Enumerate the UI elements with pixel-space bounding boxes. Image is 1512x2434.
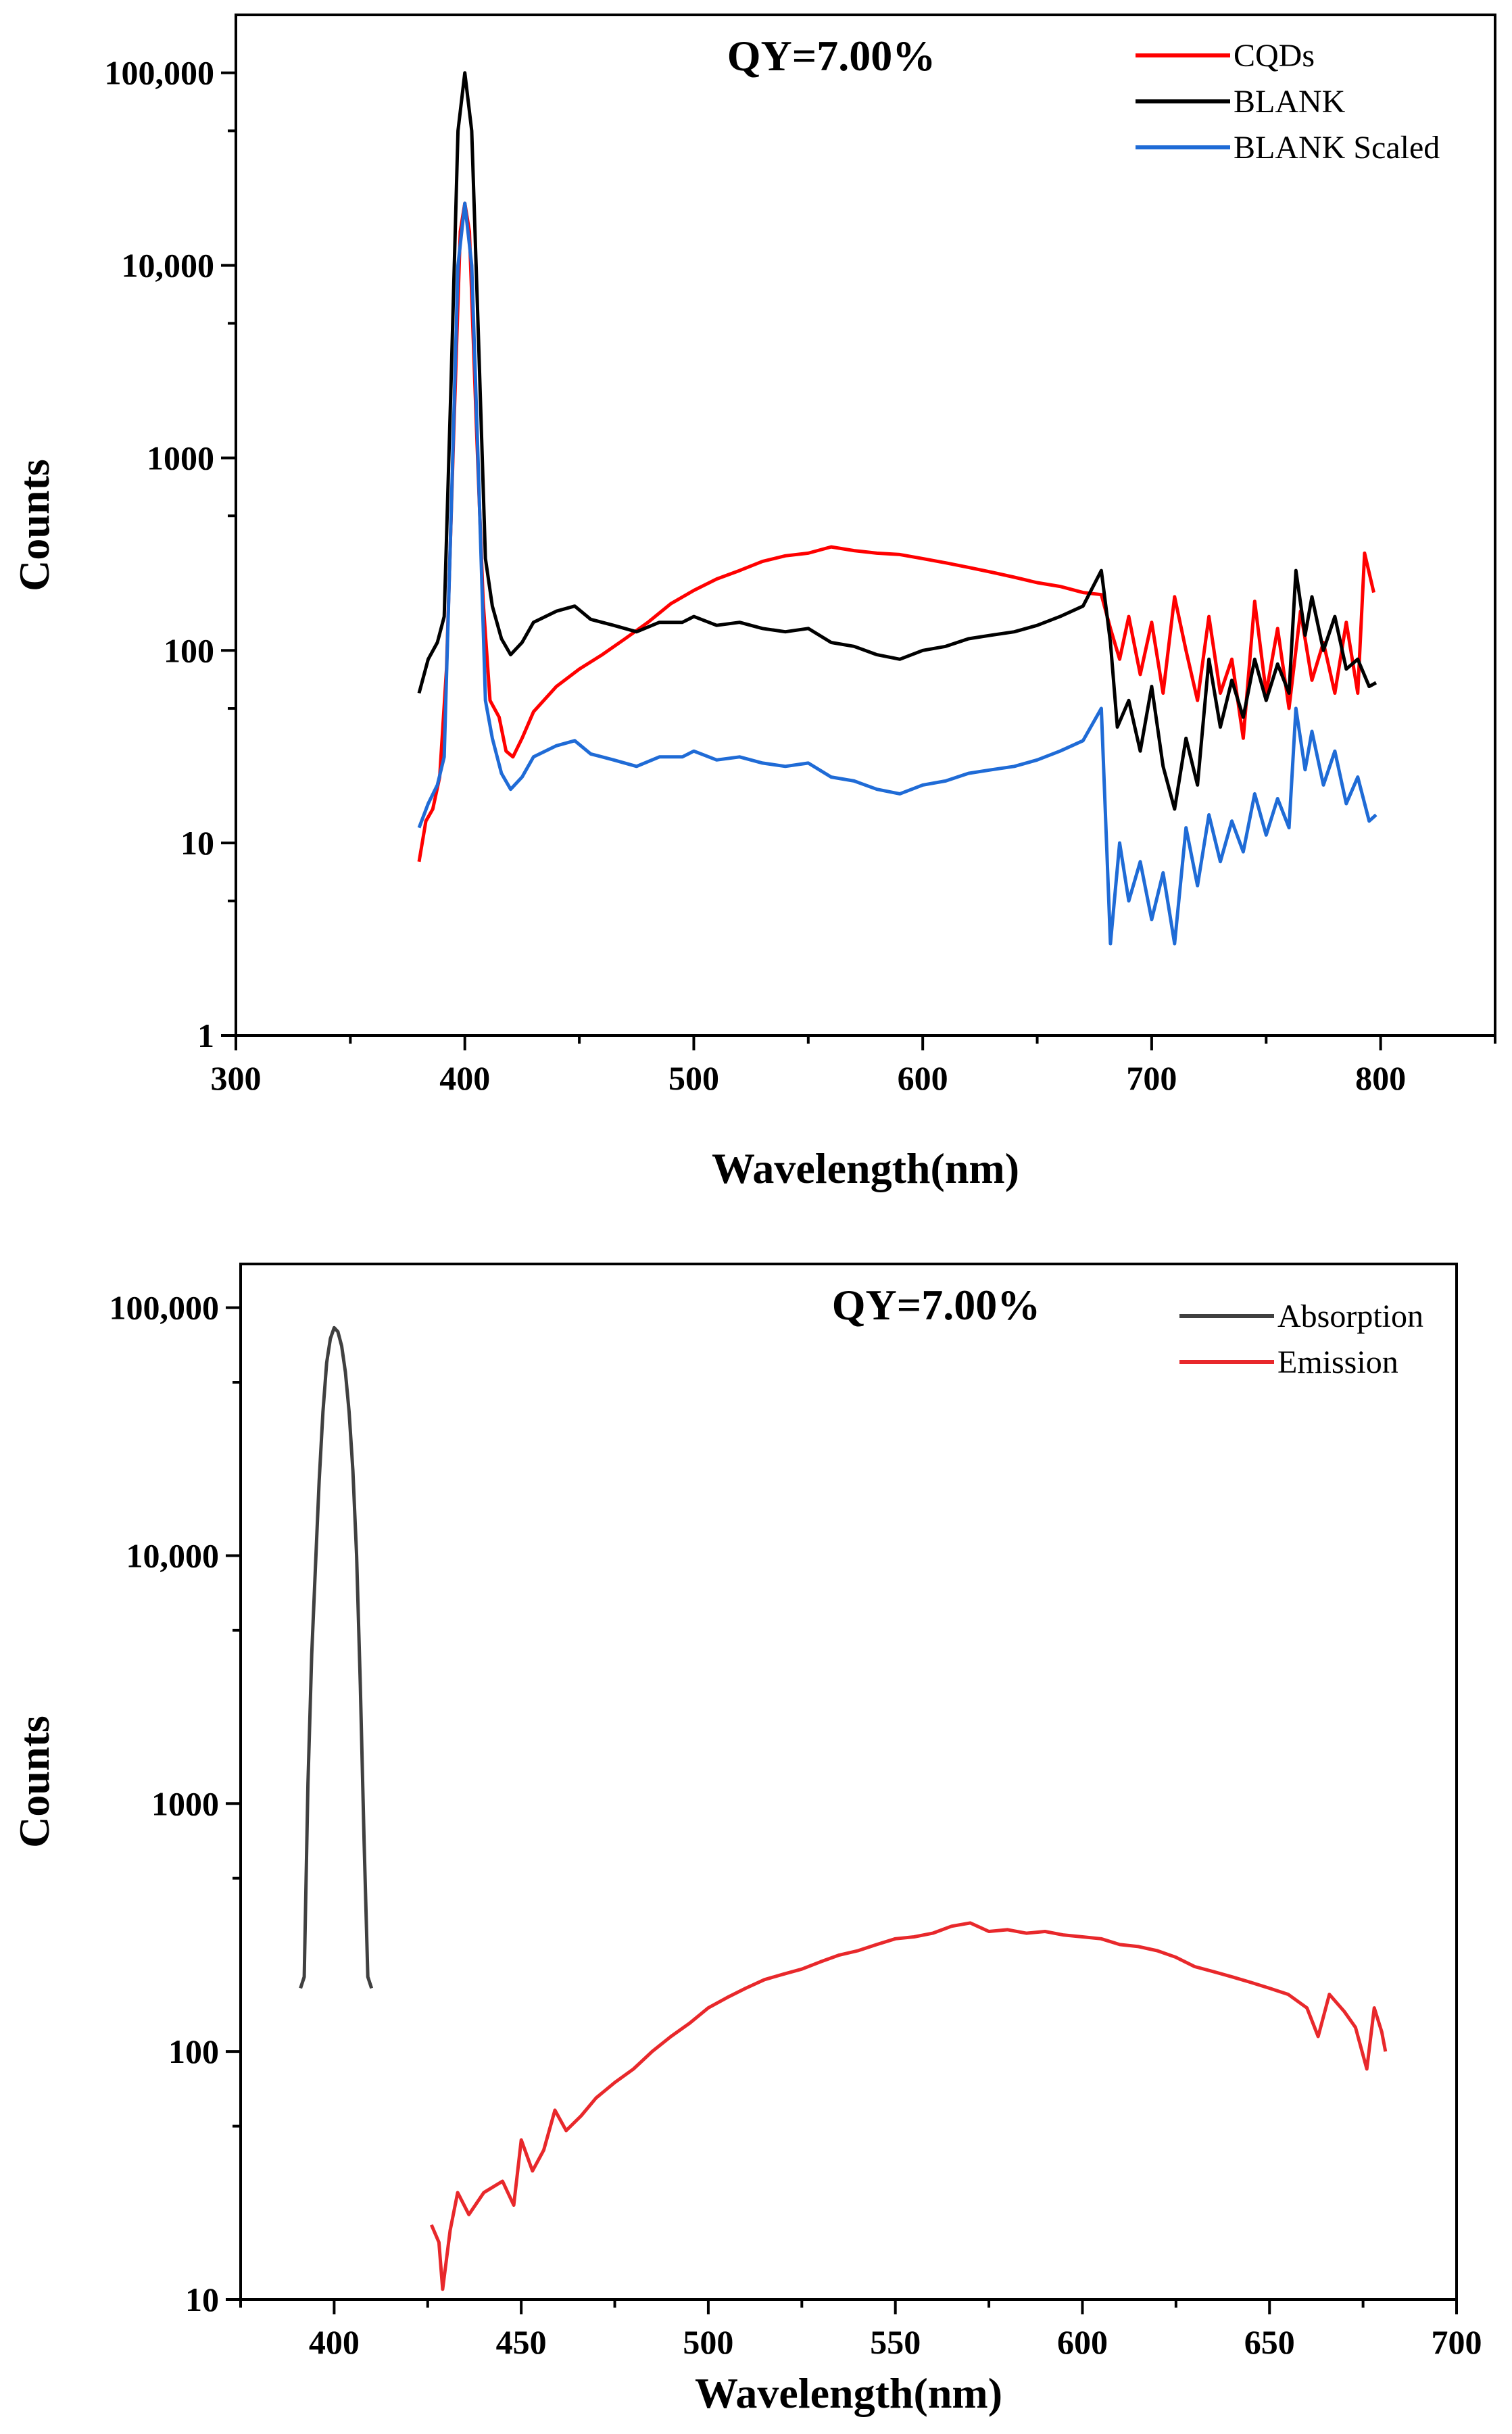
y-tick-label: 100 <box>164 631 214 669</box>
x-tick-label: 400 <box>439 1059 490 1097</box>
legend: CQDs BLANK BLANK Scaled <box>1136 38 1440 166</box>
x-axis-title: Wavelength(nm) <box>695 2369 1002 2417</box>
legend-label: CQDs <box>1234 38 1315 74</box>
plot-frame <box>239 1263 1458 2301</box>
legend-label: BLANK <box>1234 84 1346 120</box>
y-tick-label: 10 <box>180 824 214 862</box>
x-tick-label: 300 <box>211 1059 262 1097</box>
series-group <box>299 1325 1388 2291</box>
y-tick-label: 10 <box>185 2281 219 2318</box>
legend-label: Absorption <box>1277 1298 1423 1334</box>
y-tick-label: 1000 <box>151 1784 219 1822</box>
y-axis-title: Counts <box>10 459 58 591</box>
y-tick-label: 1 <box>197 1017 214 1054</box>
x-axis-title: Wavelength(nm) <box>712 1144 1019 1192</box>
y-tick-label: 10,000 <box>126 1536 220 1574</box>
x-tick-label: 600 <box>1057 2323 1108 2361</box>
x-tick-label: 400 <box>309 2323 360 2361</box>
x-tick-label: 700 <box>1432 2323 1482 2361</box>
series-group <box>417 71 1377 946</box>
plot-frame <box>235 14 1496 1037</box>
y-tick-label: 10,000 <box>122 247 215 285</box>
y-axis-title: Counts <box>10 1715 58 1848</box>
chart-panel-1: 300 400 500 600 700 800 1 10 100 1000 10,000 100,00… <box>10 14 1496 1192</box>
x-tick-label: 450 <box>496 2323 547 2361</box>
series-line-blank <box>417 71 1377 811</box>
y-tick-label: 100,000 <box>105 54 215 92</box>
x-tick-label: 600 <box>898 1059 948 1097</box>
series-line-emission <box>430 1921 1388 2291</box>
x-tick-label: 800 <box>1355 1059 1406 1097</box>
x-tick-label: 650 <box>1244 2323 1295 2361</box>
x-tick-label: 500 <box>668 1059 719 1097</box>
y-tick-label: 100 <box>168 2033 219 2070</box>
x-tick-label: 500 <box>683 2323 733 2361</box>
x-tick-label: 700 <box>1126 1059 1177 1097</box>
legend-label: BLANK Scaled <box>1234 130 1440 166</box>
x-tick-label: 550 <box>870 2323 921 2361</box>
chart-panel-2: 400 450 500 550 600 650 700 10 100 1000 10,000 100,… <box>10 1263 1482 2417</box>
qy-annotation: QY=7.00% <box>832 1281 1040 1329</box>
series-line-blank-scaled <box>417 201 1377 946</box>
series-line-absorption <box>299 1325 374 1989</box>
y-tick-label: 100,000 <box>109 1289 220 1327</box>
qy-annotation: QY=7.00% <box>727 32 935 80</box>
legend: Absorption Emission <box>1179 1298 1423 1380</box>
legend-label: Emission <box>1277 1344 1398 1380</box>
y-tick-label: 1000 <box>147 439 214 477</box>
series-line-cqds <box>417 201 1375 862</box>
